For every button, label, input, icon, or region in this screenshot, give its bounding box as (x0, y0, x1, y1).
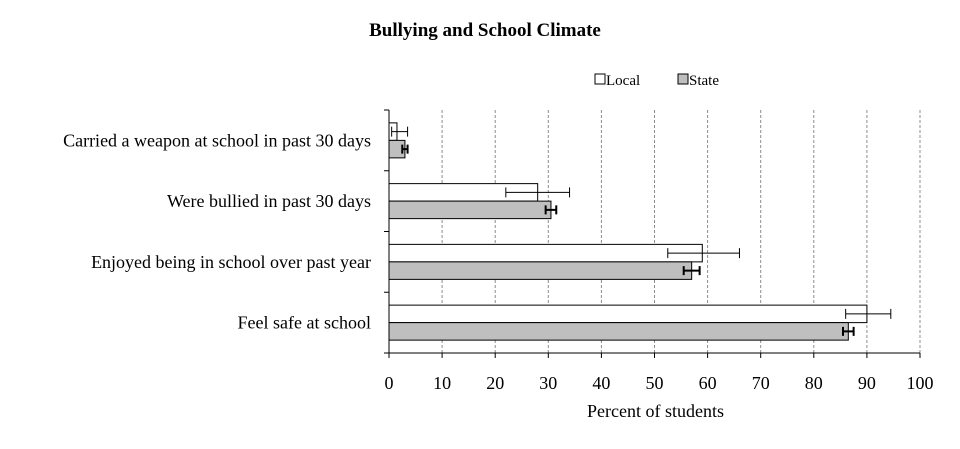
x-tick-label: 90 (858, 373, 876, 393)
error-bar-local-were-bullied-in-past-30-days (505, 187, 571, 198)
bars (388, 122, 868, 341)
bar-state-enjoyed-being-in-school-over-past-year (388, 261, 693, 280)
axes (384, 109, 921, 358)
x-tick-label: 20 (486, 373, 504, 393)
x-tick-label: 10 (433, 373, 451, 393)
chart-title: Bullying and School Climate (369, 20, 601, 41)
legend-label: State (689, 73, 719, 89)
legend-item-state: State (677, 73, 719, 89)
error-bar-state-enjoyed-being-in-school-over-past-year (682, 266, 701, 276)
x-tick-label: 0 (385, 373, 394, 393)
bar-local-enjoyed-being-in-school-over-past-year (388, 243, 703, 263)
x-tick-label: 30 (539, 373, 557, 393)
error-bar-local-enjoyed-being-in-school-over-past-year (667, 248, 740, 259)
x-axis-title: Percent of students (587, 401, 724, 421)
legend-item-local: Local (594, 73, 640, 89)
error-bar-local-carried-a-weapon-at-school-in-past-30-days (391, 126, 409, 137)
legend: Local State (594, 73, 719, 89)
x-tick-label: 80 (805, 373, 823, 393)
error-bar-state-carried-a-weapon-at-school-in-past-30-days (401, 144, 409, 154)
error-bar-state-feel-safe-at-school (842, 326, 855, 336)
legend-label: Local (606, 73, 640, 89)
x-tick-label: 70 (752, 373, 770, 393)
x-tick-label: 60 (699, 373, 717, 393)
legend-swatch (677, 73, 689, 85)
bar-state-were-bullied-in-past-30-days (388, 200, 552, 220)
error-bar-state-were-bullied-in-past-30-days (544, 205, 558, 215)
category-label: Feel safe at school (238, 313, 371, 333)
x-tick-label: 100 (907, 373, 934, 393)
error-bars (391, 126, 892, 336)
category-label: Enjoyed being in school over past year (91, 252, 371, 272)
labels: Carried a weapon at school in past 30 da… (63, 130, 933, 421)
bar-local-feel-safe-at-school (388, 304, 868, 324)
x-tick-label: 50 (646, 373, 664, 393)
error-bar-local-feel-safe-at-school (845, 308, 892, 319)
legend-swatch (594, 73, 606, 85)
x-tick-label: 40 (592, 373, 610, 393)
category-label: Carried a weapon at school in past 30 da… (63, 130, 371, 150)
bar-state-feel-safe-at-school (388, 322, 849, 341)
category-label: Were bullied in past 30 days (167, 191, 371, 211)
